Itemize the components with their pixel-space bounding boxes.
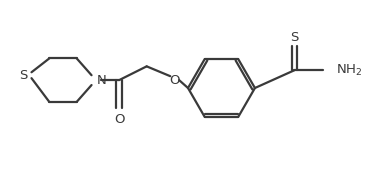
Text: O: O (114, 113, 124, 126)
Text: NH$_2$: NH$_2$ (336, 63, 362, 78)
Text: O: O (169, 74, 179, 87)
Text: N: N (97, 74, 106, 87)
Text: S: S (290, 31, 299, 44)
Text: S: S (20, 69, 28, 82)
